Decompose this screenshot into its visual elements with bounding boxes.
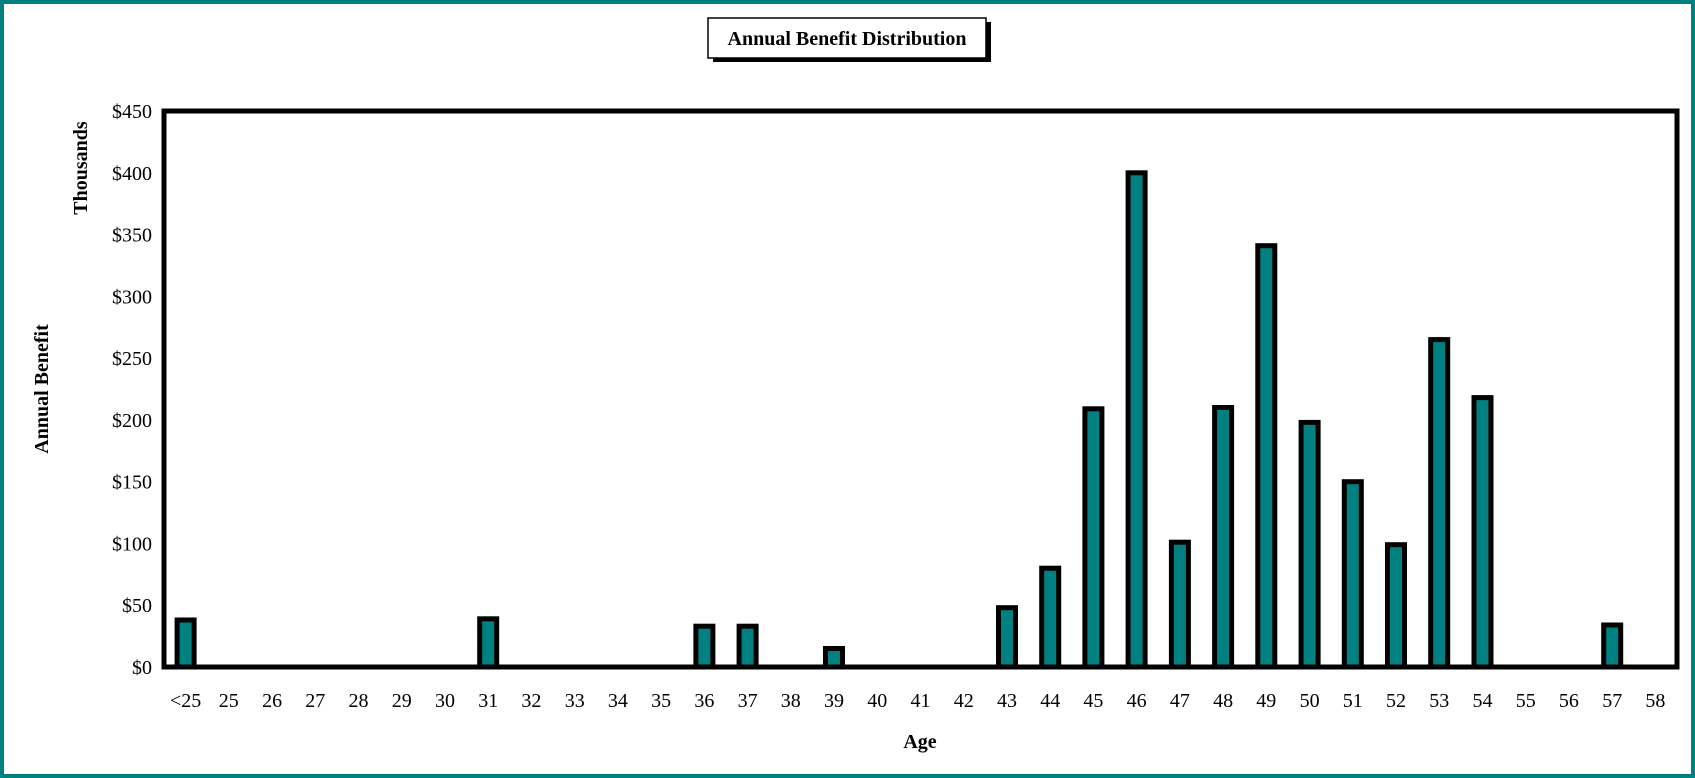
x-tick-label: 50 [1300,690,1320,712]
x-tick-label: 55 [1516,690,1536,712]
x-axis-label: Age [903,731,936,753]
x-tick-label: 53 [1429,690,1449,712]
bar-46 [1125,170,1148,670]
bar-31 [477,616,500,670]
x-tick-label: 57 [1602,690,1622,712]
y-tick-label: $0 [132,657,152,679]
y-tick-label: $50 [122,595,152,617]
x-tick-label: 41 [911,690,931,712]
x-tick-label: 32 [521,690,541,712]
x-tick-label: 31 [478,690,498,712]
x-tick-label: 51 [1343,690,1363,712]
x-tick-label: 49 [1256,690,1276,712]
x-tick-label: 48 [1213,690,1233,712]
y-tick-label: $400 [112,163,152,185]
x-tick-label: 54 [1473,690,1493,712]
bar-57 [1601,622,1624,670]
bar-37 [736,623,759,670]
x-tick-label: 25 [219,690,239,712]
bars-group [174,170,1624,670]
y-tick-label: $100 [112,533,152,555]
x-tick-label: 34 [608,690,628,712]
y-tick-label: $250 [112,348,152,370]
bar-<25 [174,617,197,670]
y-axis-label: Annual Benefit [31,324,53,454]
x-tick-label: 39 [824,690,844,712]
bar-43 [996,605,1018,670]
x-tick-label: 56 [1559,690,1579,712]
bar-48 [1212,405,1235,670]
y-tick-label: $350 [112,225,152,247]
x-tick-label: 35 [651,690,671,712]
y-tick-labels: $0 $50 $100 $150 $200 $250 $300 $350 $400 $450 [112,101,152,679]
y-axis-unit-label: Thousands [70,121,92,215]
bar-52 [1385,542,1407,670]
x-tick-label: 29 [392,690,412,712]
x-tick-label: 47 [1170,690,1190,712]
bar-51 [1341,479,1364,670]
y-tick-label: $300 [112,286,152,308]
bar-36 [693,623,716,670]
x-tick-label: 44 [1040,690,1060,712]
bar-45 [1082,406,1105,670]
bar-49 [1255,243,1278,670]
plot-area-border [161,108,1680,670]
x-tick-label: 46 [1127,690,1147,712]
x-tick-label: 45 [1083,690,1103,712]
y-tick-label: $200 [112,410,152,432]
x-tick-labels: <25 25 26 27 28 29 30 31 32 33 34 35 36 37 38 39 40 41 42 4… [170,690,1665,712]
x-tick-label: 26 [262,690,282,712]
bar-47 [1168,539,1191,670]
y-tick-label: $450 [112,101,152,123]
bar-50 [1298,419,1321,670]
x-tick-label: 28 [349,690,369,712]
bar-39 [823,646,845,670]
x-tick-label: 36 [694,690,714,712]
bar-54 [1471,395,1494,670]
x-tick-label: 40 [867,690,887,712]
x-tick-label: 52 [1386,690,1406,712]
x-tick-label: 30 [435,690,455,712]
y-tick-label: $150 [112,472,152,494]
bar-53 [1428,337,1451,670]
x-tick-label: 27 [305,690,325,712]
x-tick-label: 43 [997,690,1017,712]
x-tick-label: 42 [954,690,974,712]
x-tick-label: 58 [1645,690,1665,712]
x-tick-label: 33 [565,690,585,712]
bar-44 [1039,565,1062,670]
chart-title-box: Annual Benefit Distribution [707,17,991,62]
x-tick-label: 37 [738,690,758,712]
x-tick-label: 38 [781,690,801,712]
x-tick-label: <25 [170,690,201,712]
chart-title: Annual Benefit Distribution [728,28,967,50]
